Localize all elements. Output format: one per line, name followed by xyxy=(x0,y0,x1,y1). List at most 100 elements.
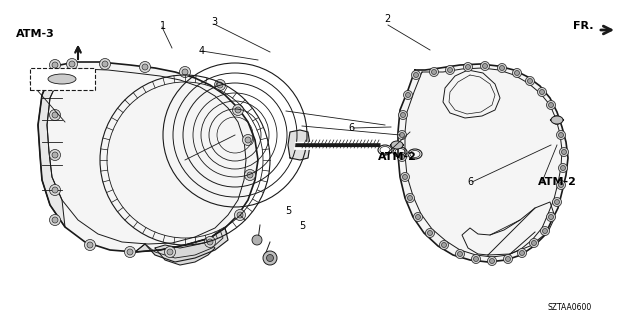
Circle shape xyxy=(84,239,95,251)
Circle shape xyxy=(431,69,436,75)
Circle shape xyxy=(205,236,216,247)
Circle shape xyxy=(458,252,463,257)
Circle shape xyxy=(406,194,415,203)
Circle shape xyxy=(559,132,563,138)
Circle shape xyxy=(52,217,58,223)
Circle shape xyxy=(552,116,561,124)
Circle shape xyxy=(403,174,408,180)
Circle shape xyxy=(527,78,532,84)
Polygon shape xyxy=(38,62,258,252)
Circle shape xyxy=(167,249,173,255)
Circle shape xyxy=(554,117,559,123)
Text: 4: 4 xyxy=(198,46,205,56)
Circle shape xyxy=(497,63,506,73)
Circle shape xyxy=(520,251,525,255)
Circle shape xyxy=(548,214,554,220)
Circle shape xyxy=(69,61,75,67)
Circle shape xyxy=(179,67,191,77)
Circle shape xyxy=(445,66,454,75)
Circle shape xyxy=(413,73,419,77)
Circle shape xyxy=(525,76,534,85)
Circle shape xyxy=(49,185,61,196)
Circle shape xyxy=(397,131,406,140)
Circle shape xyxy=(52,152,58,158)
Circle shape xyxy=(102,61,108,67)
Ellipse shape xyxy=(551,116,563,124)
Text: 3: 3 xyxy=(211,17,218,28)
Text: ATM-2: ATM-2 xyxy=(378,152,417,162)
Circle shape xyxy=(515,70,520,76)
Ellipse shape xyxy=(48,74,76,84)
Text: 1: 1 xyxy=(160,20,166,31)
Circle shape xyxy=(127,249,133,255)
Circle shape xyxy=(252,235,262,245)
Circle shape xyxy=(557,180,566,189)
Circle shape xyxy=(543,228,547,234)
Text: ATM-2: ATM-2 xyxy=(538,177,577,188)
Polygon shape xyxy=(398,64,568,262)
Circle shape xyxy=(559,164,568,172)
Circle shape xyxy=(472,254,481,263)
Circle shape xyxy=(559,182,563,188)
Circle shape xyxy=(499,66,504,70)
Circle shape xyxy=(49,214,61,226)
Circle shape xyxy=(263,251,277,265)
Text: ATM-3: ATM-3 xyxy=(16,28,55,39)
Circle shape xyxy=(235,107,241,113)
Polygon shape xyxy=(155,242,215,265)
Circle shape xyxy=(266,254,273,261)
Circle shape xyxy=(87,242,93,248)
Circle shape xyxy=(440,241,449,250)
Circle shape xyxy=(234,210,246,220)
Circle shape xyxy=(245,137,251,143)
Circle shape xyxy=(442,243,447,247)
Circle shape xyxy=(426,228,435,237)
Circle shape xyxy=(49,149,61,161)
Circle shape xyxy=(164,246,175,258)
Circle shape xyxy=(488,257,497,266)
Circle shape xyxy=(559,148,568,156)
Circle shape xyxy=(401,172,410,181)
Circle shape xyxy=(465,65,470,69)
Circle shape xyxy=(403,91,413,100)
Circle shape xyxy=(483,63,488,68)
Text: 5: 5 xyxy=(300,220,306,231)
Circle shape xyxy=(413,212,422,221)
Circle shape xyxy=(99,59,111,69)
Circle shape xyxy=(529,238,538,247)
Circle shape xyxy=(182,69,188,75)
Circle shape xyxy=(214,79,225,91)
Circle shape xyxy=(447,68,452,73)
Circle shape xyxy=(244,170,255,180)
Circle shape xyxy=(531,241,536,245)
Text: 2: 2 xyxy=(384,14,390,24)
Circle shape xyxy=(547,100,556,109)
Circle shape xyxy=(49,60,61,70)
Circle shape xyxy=(538,87,547,97)
Circle shape xyxy=(428,230,433,236)
Circle shape xyxy=(561,165,566,171)
Circle shape xyxy=(125,246,136,258)
Circle shape xyxy=(506,257,511,261)
Circle shape xyxy=(547,212,556,221)
Circle shape xyxy=(552,197,561,206)
Text: 6: 6 xyxy=(467,177,474,188)
Circle shape xyxy=(401,113,406,117)
Circle shape xyxy=(408,196,413,201)
Circle shape xyxy=(207,239,213,245)
Circle shape xyxy=(399,110,408,119)
Circle shape xyxy=(513,68,522,77)
Circle shape xyxy=(243,134,253,146)
Circle shape xyxy=(561,149,566,155)
Circle shape xyxy=(247,172,253,178)
Circle shape xyxy=(67,59,77,69)
Circle shape xyxy=(554,199,559,204)
Circle shape xyxy=(232,105,243,116)
Circle shape xyxy=(415,214,420,220)
Polygon shape xyxy=(288,130,310,160)
Circle shape xyxy=(540,90,545,94)
Circle shape xyxy=(474,257,479,261)
Text: FR.: FR. xyxy=(573,20,593,31)
Circle shape xyxy=(52,62,58,68)
Circle shape xyxy=(49,109,61,121)
